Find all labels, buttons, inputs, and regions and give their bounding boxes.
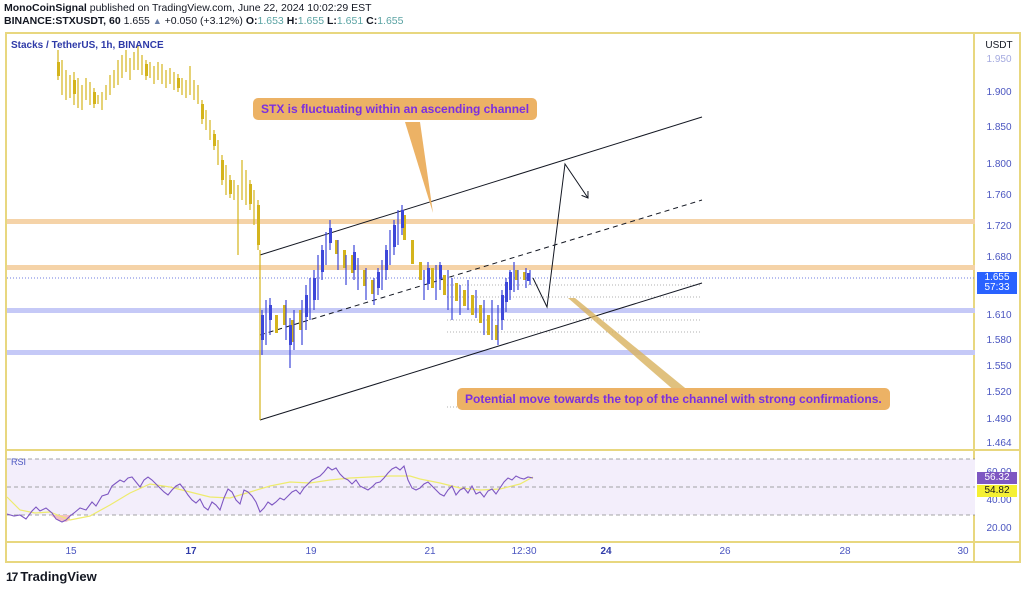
resistance-zone-lower [7,265,975,270]
candlesticks[interactable] [57,45,531,420]
pane-divider[interactable] [5,449,1021,451]
tradingview-logo-icon: 17 [6,569,18,584]
rsi-ma-line [6,475,534,521]
callout-pointer-bottom [568,298,690,392]
time-axis-divider [5,541,1021,543]
low-value: 1.651 [336,15,364,27]
rsi-ma-value-tag: 54.82 [977,485,1017,497]
ascending-channel[interactable] [259,116,703,421]
open-value: 1.653 [257,15,284,27]
price-tick: 1.950 [986,54,1012,65]
price-change: +0.050 (+3.12%) [164,15,243,27]
price-tick: 1.464 [986,438,1012,449]
price-tick: 1.610 [986,310,1012,321]
chart-pane-frame [5,32,975,563]
callout-pointer-top [405,122,433,213]
channel-top-line [259,116,703,256]
price-axis-frame[interactable] [975,32,1021,563]
triangle-up-icon: ▲ [152,16,162,26]
chart-legend-title[interactable]: Stacks / TetherUS, 1h, BINANCE [11,40,164,51]
chart-header: MonoCoinSignal published on TradingView.… [4,2,403,28]
time-tick: 30 [957,546,969,557]
rsi-tick: 20.00 [986,523,1012,534]
rsi-indicator-label[interactable]: RSI [11,457,27,467]
publish-line: MonoCoinSignal published on TradingView.… [4,2,403,15]
projection-arrow[interactable] [532,162,588,309]
channel-bottom-line [259,282,703,421]
price-tick: 1.720 [986,221,1012,232]
support-zone-lower [7,350,975,355]
last-price: 1.655 [123,15,150,27]
rsi-tick: 40.00 [986,495,1012,506]
current-price-value: 1.655 [984,272,1010,283]
tradingview-logo-text: TradingView [20,569,97,584]
price-tick: 1.550 [986,361,1012,372]
symbol-line: BINANCE:STXUSDT, 60 1.655 ▲ +0.050 (+3.1… [4,15,403,28]
horizontal-levels[interactable] [7,219,975,355]
price-tick: 1.850 [986,122,1012,133]
annotation-callout-channel[interactable]: STX is fluctuating within an ascending c… [253,98,538,120]
rsi-pane[interactable] [6,458,975,523]
close-value: 1.655 [377,15,404,27]
support-zone-upper [7,308,975,313]
tradingview-logo[interactable]: 17 TradingView [6,569,97,584]
time-tick: 17 [185,546,197,557]
price-tick: 1.760 [986,190,1012,201]
price-tick: 1.800 [986,159,1012,170]
annotation-callout-potential-move[interactable]: Potential move towards the top of the ch… [457,388,890,410]
price-tick: 1.520 [986,387,1012,398]
price-axis[interactable]: USDT 1.950 1.900 1.850 1.800 1.760 1.720… [977,34,1021,449]
bar-countdown: 57:33 [984,282,1010,293]
symbol-name: BINANCE:STXUSDT, 60 [4,15,121,27]
high-value: 1.655 [297,15,325,27]
rsi-value-tag: 56.32 [977,472,1017,484]
high-label: H: [286,15,298,27]
time-tick: 19 [305,546,317,557]
price-tick: 1.680 [986,252,1012,263]
time-tick: 21 [424,546,436,557]
close-label: C: [366,15,378,27]
time-tick: 24 [600,546,612,557]
low-label: L: [326,15,337,27]
time-tick: 26 [719,546,731,557]
published-text: published on TradingView.com, June 22, 2… [89,2,372,14]
time-tick: 12:30 [511,546,537,557]
price-tick: 1.490 [986,414,1012,425]
currency-unit-label[interactable]: USDT [981,38,1017,54]
current-price-tag: 1.655 57:33 [977,272,1017,294]
resistance-zone-upper [7,219,975,224]
price-tick: 1.580 [986,335,1012,346]
time-tick: 28 [839,546,851,557]
rsi-line [6,464,534,523]
open-label: O: [245,15,258,27]
time-tick: 15 [65,546,77,557]
price-tick: 1.900 [986,87,1012,98]
author-name[interactable]: MonoCoinSignal [4,2,87,14]
